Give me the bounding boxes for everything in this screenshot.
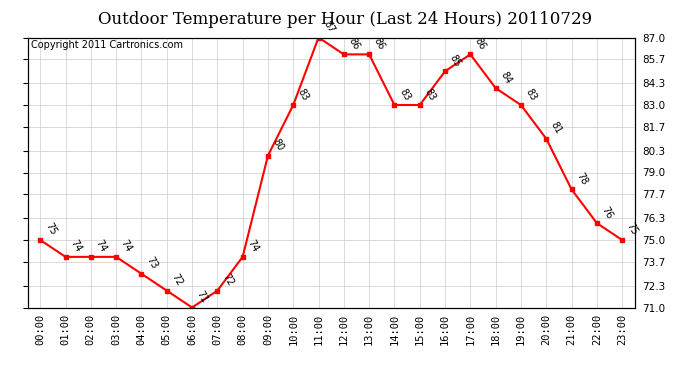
- Text: 83: 83: [524, 87, 538, 102]
- Text: 72: 72: [220, 272, 235, 288]
- Text: 74: 74: [68, 238, 83, 254]
- Text: 81: 81: [549, 120, 564, 136]
- Text: 74: 74: [94, 238, 108, 254]
- Text: 87: 87: [322, 19, 336, 35]
- Text: 78: 78: [574, 171, 589, 187]
- Text: 74: 74: [246, 238, 260, 254]
- Text: 86: 86: [346, 36, 362, 52]
- Text: 72: 72: [170, 272, 184, 288]
- Text: 85: 85: [448, 53, 463, 69]
- Text: 76: 76: [600, 205, 615, 220]
- Text: 75: 75: [625, 221, 640, 237]
- Text: 75: 75: [43, 221, 58, 237]
- Text: Copyright 2011 Cartronics.com: Copyright 2011 Cartronics.com: [30, 40, 183, 50]
- Text: 86: 86: [473, 36, 488, 52]
- Text: 86: 86: [372, 36, 386, 52]
- Text: 80: 80: [270, 137, 286, 153]
- Text: 83: 83: [422, 87, 437, 102]
- Text: 83: 83: [397, 87, 412, 102]
- Text: 71: 71: [195, 289, 210, 305]
- Text: 74: 74: [119, 238, 134, 254]
- Text: 73: 73: [144, 255, 159, 271]
- Text: Outdoor Temperature per Hour (Last 24 Hours) 20110729: Outdoor Temperature per Hour (Last 24 Ho…: [98, 11, 592, 28]
- Text: 83: 83: [296, 87, 310, 102]
- Text: 84: 84: [498, 70, 513, 86]
